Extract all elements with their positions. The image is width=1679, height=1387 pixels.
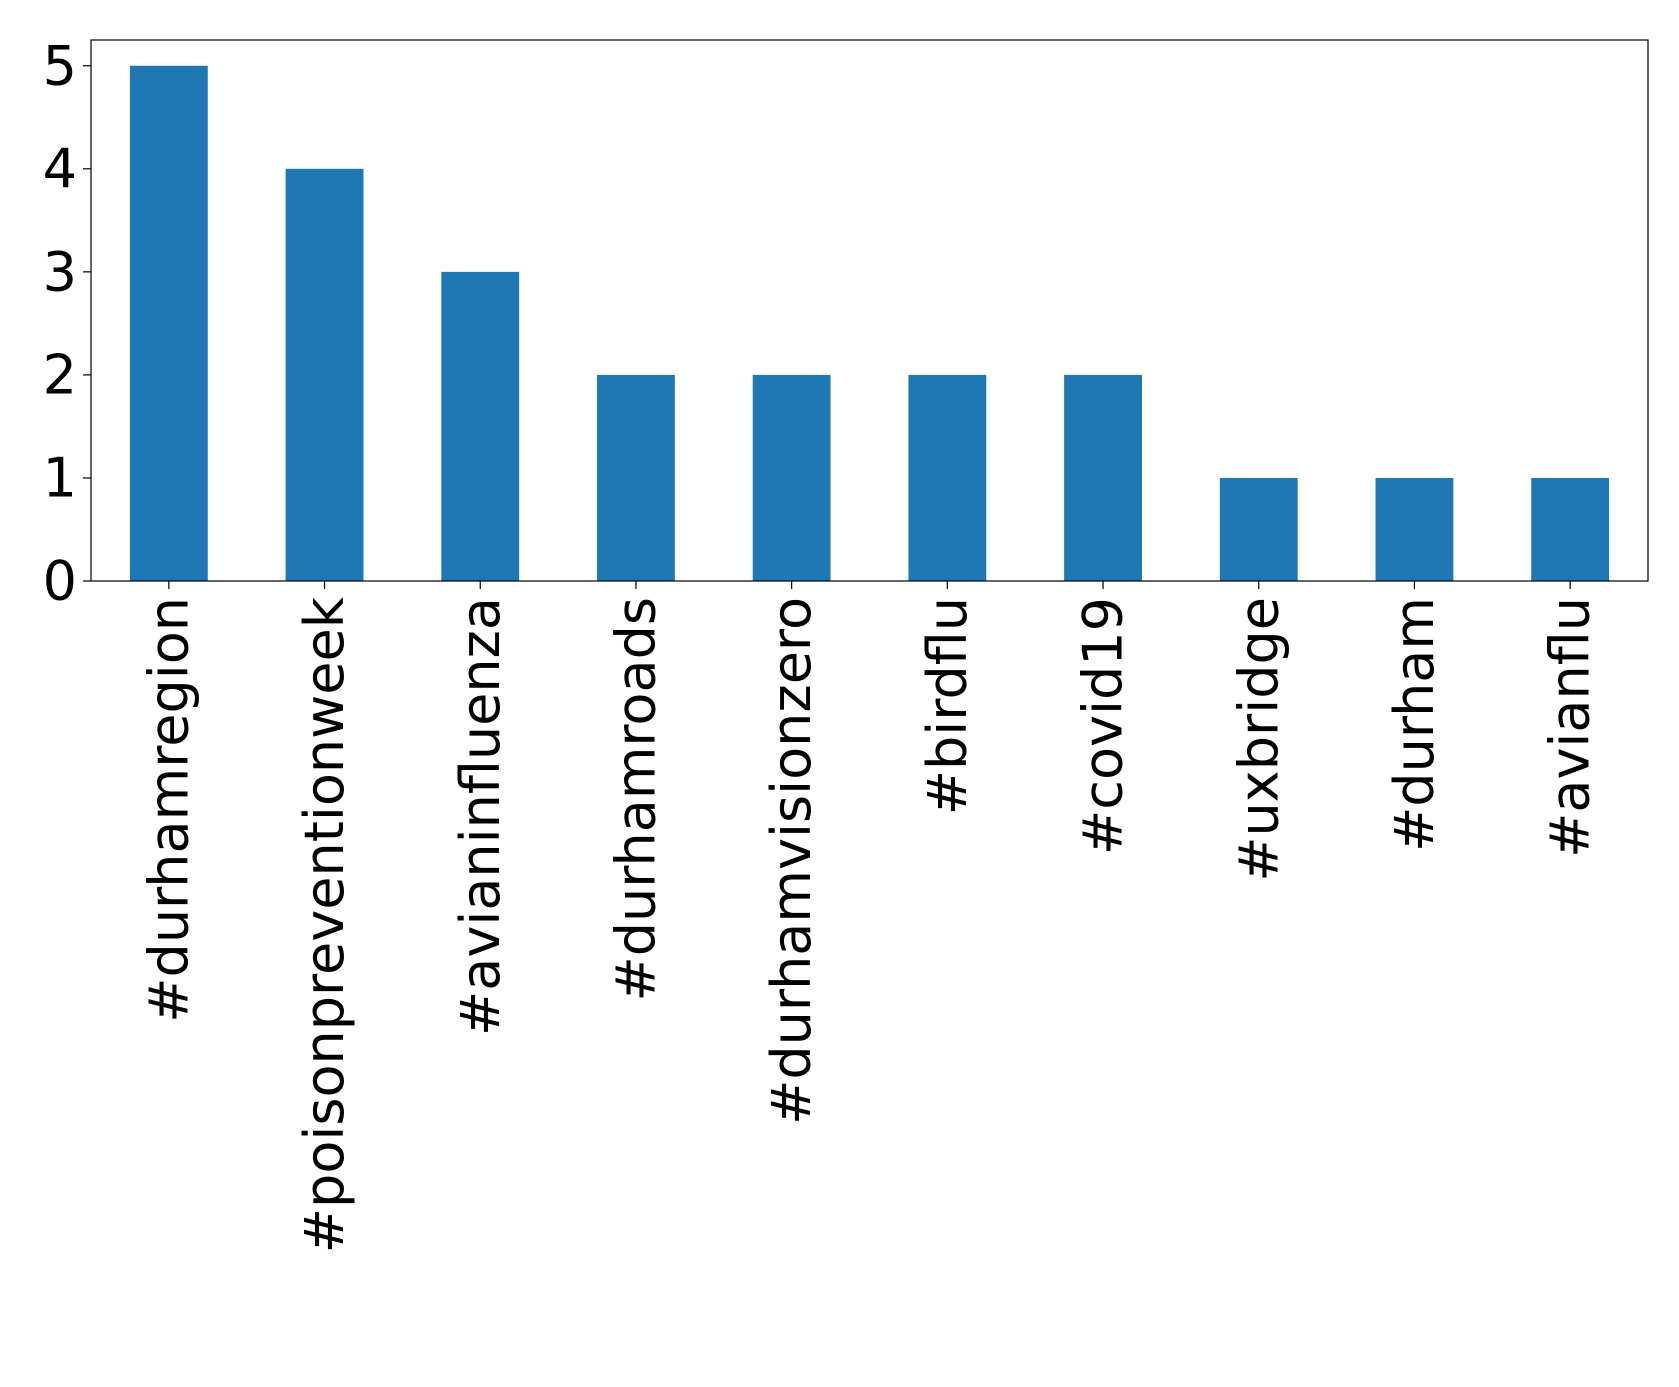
y-tick-label: 4 (43, 137, 77, 200)
bar (908, 374, 987, 581)
bar (1531, 477, 1610, 581)
y-tick-label: 2 (43, 343, 77, 406)
y-tick-label: 5 (43, 34, 77, 97)
bar (285, 168, 364, 582)
y-tick-label: 1 (43, 446, 77, 509)
plot-frame (90, 39, 1649, 582)
x-tick-label: #durhamvisionzero (760, 597, 823, 1125)
x-tick-label: #avianinfluenza (449, 597, 512, 1036)
bar (1375, 477, 1454, 581)
y-tick-label: 3 (43, 240, 77, 303)
bar (1219, 477, 1298, 581)
x-tick-label: #covid19 (1072, 597, 1135, 855)
bar (1064, 374, 1142, 581)
x-tick-label: #uxbridge (1227, 597, 1290, 882)
bar (441, 271, 520, 581)
x-tick-label: #durhamroads (604, 597, 667, 1001)
x-tick-label: #avianflu (1539, 597, 1602, 858)
bar (597, 374, 675, 581)
bar (129, 65, 208, 581)
x-tick-label: #birdflu (916, 597, 979, 815)
x-tick-label: #durhamregion (137, 597, 200, 1023)
bar (752, 374, 831, 581)
x-tick-label: #durham (1383, 597, 1446, 852)
x-tick-label: #poisonpreventionweek (293, 596, 356, 1253)
y-tick-label: 0 (43, 550, 77, 613)
